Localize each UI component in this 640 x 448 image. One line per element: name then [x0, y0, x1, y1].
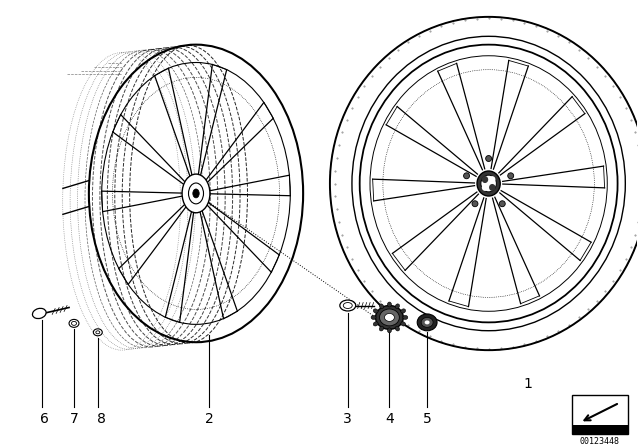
Ellipse shape: [373, 322, 378, 326]
Text: 00123448: 00123448: [580, 437, 620, 447]
Ellipse shape: [189, 183, 204, 204]
Ellipse shape: [396, 326, 399, 331]
Ellipse shape: [93, 329, 102, 336]
Ellipse shape: [489, 176, 495, 183]
Ellipse shape: [489, 184, 495, 191]
Ellipse shape: [387, 302, 392, 307]
Ellipse shape: [482, 184, 488, 191]
Ellipse shape: [401, 309, 406, 313]
Ellipse shape: [330, 17, 640, 350]
Ellipse shape: [508, 173, 514, 179]
Ellipse shape: [69, 319, 79, 327]
Ellipse shape: [481, 175, 497, 192]
Text: 6: 6: [40, 412, 49, 426]
Ellipse shape: [472, 201, 478, 207]
Text: 3: 3: [344, 412, 352, 426]
Text: 2: 2: [205, 412, 213, 426]
Ellipse shape: [482, 176, 488, 183]
Ellipse shape: [193, 189, 199, 198]
Ellipse shape: [387, 328, 392, 333]
Bar: [572, 395, 627, 435]
Ellipse shape: [33, 308, 46, 319]
Ellipse shape: [376, 306, 403, 329]
Ellipse shape: [380, 326, 383, 331]
Ellipse shape: [477, 171, 500, 196]
Ellipse shape: [182, 174, 210, 213]
Text: 7: 7: [70, 412, 78, 426]
Ellipse shape: [371, 315, 376, 319]
Ellipse shape: [421, 318, 433, 327]
Text: 4: 4: [385, 412, 394, 426]
Text: 5: 5: [423, 412, 431, 426]
Ellipse shape: [425, 320, 429, 324]
Ellipse shape: [417, 314, 437, 331]
Ellipse shape: [499, 201, 505, 207]
Ellipse shape: [396, 304, 399, 309]
Ellipse shape: [385, 314, 394, 321]
Ellipse shape: [486, 155, 492, 161]
Ellipse shape: [360, 45, 618, 323]
Ellipse shape: [380, 309, 399, 326]
Text: 8: 8: [97, 412, 106, 426]
Text: 1: 1: [524, 377, 532, 391]
Bar: [572, 425, 627, 435]
Ellipse shape: [373, 309, 378, 313]
Ellipse shape: [380, 304, 383, 309]
Ellipse shape: [403, 315, 408, 319]
Ellipse shape: [463, 173, 470, 179]
Ellipse shape: [340, 300, 356, 311]
Ellipse shape: [401, 322, 406, 326]
